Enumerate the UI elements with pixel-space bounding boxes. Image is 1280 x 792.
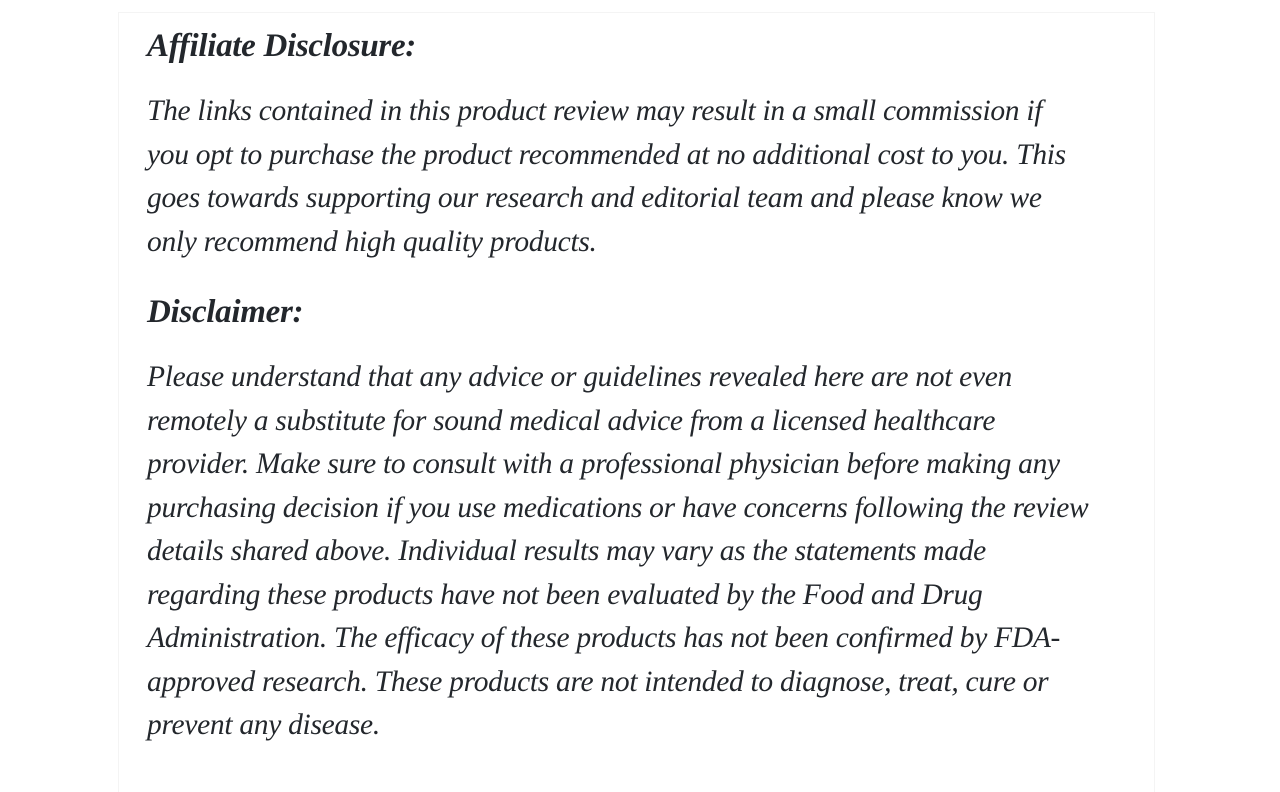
affiliate-disclosure-paragraph: The links contained in this product revi… xyxy=(147,95,1066,258)
disclaimer-paragraph: Please understand that any advice or gui… xyxy=(147,361,1089,741)
disclaimer-heading: Disclaimer: xyxy=(147,294,304,330)
affiliate-disclosure-section: Affiliate Disclosure: The links containe… xyxy=(147,24,1130,264)
affiliate-disclosure-heading: Affiliate Disclosure: xyxy=(147,28,416,64)
content-card: Affiliate Disclosure: The links containe… xyxy=(118,12,1155,792)
disclaimer-section: Disclaimer: Please understand that any a… xyxy=(147,290,1130,748)
